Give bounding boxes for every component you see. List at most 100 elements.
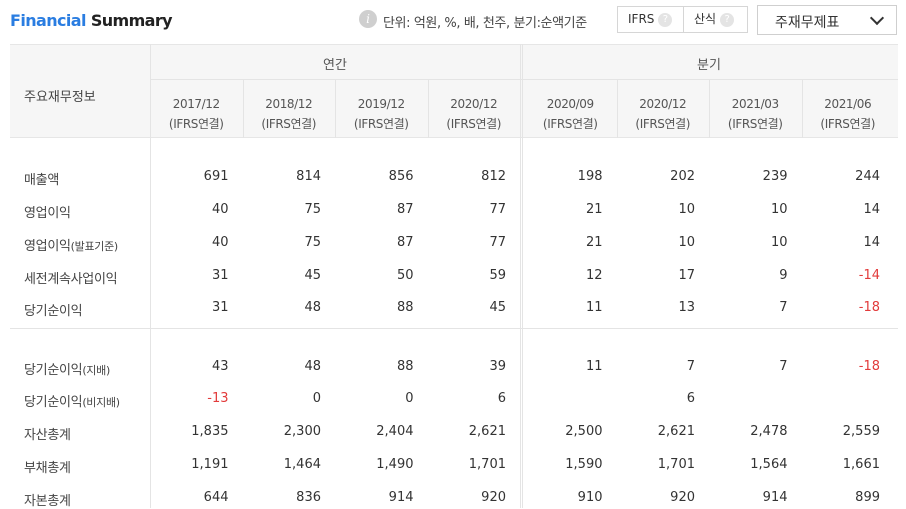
row-label: 당기순이익(지배) xyxy=(24,359,110,378)
table-cell: 10 xyxy=(678,202,695,217)
table-cell: 1,835 xyxy=(191,424,229,439)
table-cell: 920 xyxy=(670,490,695,505)
table-cell: 7 xyxy=(779,300,788,315)
column-divider xyxy=(335,79,336,138)
table-cell: 31 xyxy=(211,300,229,315)
table-cell: 856 xyxy=(388,169,414,184)
table-cell: 1,564 xyxy=(750,457,788,472)
unit-text: 단위: 억원, %, 배, 천주, 분기:순액기준 xyxy=(383,16,587,31)
column-period: 2020/12 xyxy=(450,97,498,111)
column-divider xyxy=(801,79,803,138)
table-cell: -18 xyxy=(858,359,880,374)
table-cell: 920 xyxy=(481,490,506,505)
table-cell: 202 xyxy=(670,169,695,184)
table-cell: 75 xyxy=(304,235,321,250)
table-cell: 2,500 xyxy=(565,424,603,439)
row-header-label: 주요재무정보 xyxy=(24,90,96,105)
column-period: 2019/12 xyxy=(357,97,405,111)
table-cell: 48 xyxy=(304,300,321,315)
table-cell: 1,590 xyxy=(565,457,603,472)
table-cell: 1,191 xyxy=(191,457,229,472)
table-cell: 1,661 xyxy=(842,457,880,472)
help-icon[interactable]: ? xyxy=(658,12,673,27)
table-cell: 644 xyxy=(203,490,229,505)
table-cell: 2,559 xyxy=(842,424,880,439)
info-icon[interactable]: i xyxy=(359,10,377,28)
column-header: 2019/12 (IFRS연결) xyxy=(335,94,428,134)
column-period: 2018/12 xyxy=(265,97,313,111)
table-cell: 48 xyxy=(304,359,321,374)
table-cell: 43 xyxy=(211,359,229,374)
table-cell: 21 xyxy=(585,235,603,250)
table-cell: 14 xyxy=(863,235,880,250)
section-divider-line xyxy=(10,328,898,329)
table-cell: 1,701 xyxy=(657,457,695,472)
table-cell: 7 xyxy=(779,359,788,374)
label-column-divider xyxy=(150,44,151,508)
column-header: 2021/06 (IFRS연결) xyxy=(802,94,895,134)
title-summary: Summary xyxy=(90,11,173,30)
select-value: 주재무제표 xyxy=(775,15,840,31)
table-cell: 914 xyxy=(388,490,414,505)
column-header: 2018/12 (IFRS연결) xyxy=(243,94,336,134)
column-header: 2021/03 (IFRS연결) xyxy=(709,94,802,134)
column-period: 2020/12 xyxy=(639,97,687,111)
group-column-divider xyxy=(520,44,521,508)
table-cell: 21 xyxy=(585,202,603,217)
row-label: 자산총계 xyxy=(24,424,71,443)
table-cell: 88 xyxy=(396,359,414,374)
table-cell: 198 xyxy=(577,169,603,184)
column-period: 2020/09 xyxy=(546,97,594,111)
financial-table: 주요재무정보 연간 분기 2017/12 (IFRS연결) 2018/12 (IFRS… xyxy=(10,44,898,509)
table-cell: 87 xyxy=(396,235,414,250)
ifrs-label: IFRS xyxy=(628,12,655,26)
table-cell: 77 xyxy=(489,202,506,217)
table-cell: 812 xyxy=(481,169,506,184)
column-divider xyxy=(616,79,618,138)
statement-type-select[interactable]: 주재무제표 xyxy=(757,5,897,35)
table-cell: 12 xyxy=(585,268,603,283)
formula-toggle-button[interactable]: 산식? xyxy=(684,7,747,32)
column-divider xyxy=(709,79,710,138)
title-financial: Financial xyxy=(10,11,86,30)
table-cell: 2,404 xyxy=(376,424,414,439)
table-cell: 45 xyxy=(489,300,506,315)
table-cell: 1,464 xyxy=(283,457,321,472)
table-cell: -13 xyxy=(207,391,229,406)
table-cell: 13 xyxy=(678,300,695,315)
column-period: 2021/06 xyxy=(824,97,872,111)
table-cell: 914 xyxy=(762,490,788,505)
table-cell: 239 xyxy=(762,169,788,184)
table-cell: 11 xyxy=(585,300,603,315)
table-cell: 7 xyxy=(686,359,695,374)
column-header: 2017/12 (IFRS연결) xyxy=(150,94,243,134)
help-icon[interactable]: ? xyxy=(720,12,735,27)
table-cell: 11 xyxy=(585,359,603,374)
table-cell: 836 xyxy=(296,490,321,505)
row-label: 세전계속사업이익 xyxy=(24,268,118,287)
table-cell: 0 xyxy=(312,391,321,406)
table-cell: 2,621 xyxy=(657,424,695,439)
row-label-main: 당기순이익 xyxy=(24,363,83,378)
row-label-main: 당기순이익 xyxy=(24,304,83,319)
ifrs-toggle-button[interactable]: IFRS? xyxy=(618,7,684,32)
table-cell: 691 xyxy=(203,169,229,184)
row-label-main: 자산총계 xyxy=(24,428,71,443)
table-cell: 2,478 xyxy=(750,424,788,439)
chevron-down-icon xyxy=(869,10,885,26)
table-cell: 88 xyxy=(396,300,414,315)
table-cell: 40 xyxy=(211,202,229,217)
table-cell: 75 xyxy=(304,202,321,217)
column-basis: (IFRS연결) xyxy=(727,117,783,131)
row-label-main: 매출액 xyxy=(24,173,59,188)
table-cell: 45 xyxy=(304,268,321,283)
row-label-suffix: (발표기준) xyxy=(70,240,119,253)
column-header: 2020/12 (IFRS연결) xyxy=(428,94,521,134)
table-cell: 39 xyxy=(489,359,506,374)
row-label-main: 당기순이익 xyxy=(24,395,83,410)
table-cell: 10 xyxy=(678,235,695,250)
table-cell: 814 xyxy=(296,169,321,184)
group-quarterly: 분기 xyxy=(697,58,721,73)
table-cell: 50 xyxy=(396,268,414,283)
table-header-bg xyxy=(10,44,898,138)
